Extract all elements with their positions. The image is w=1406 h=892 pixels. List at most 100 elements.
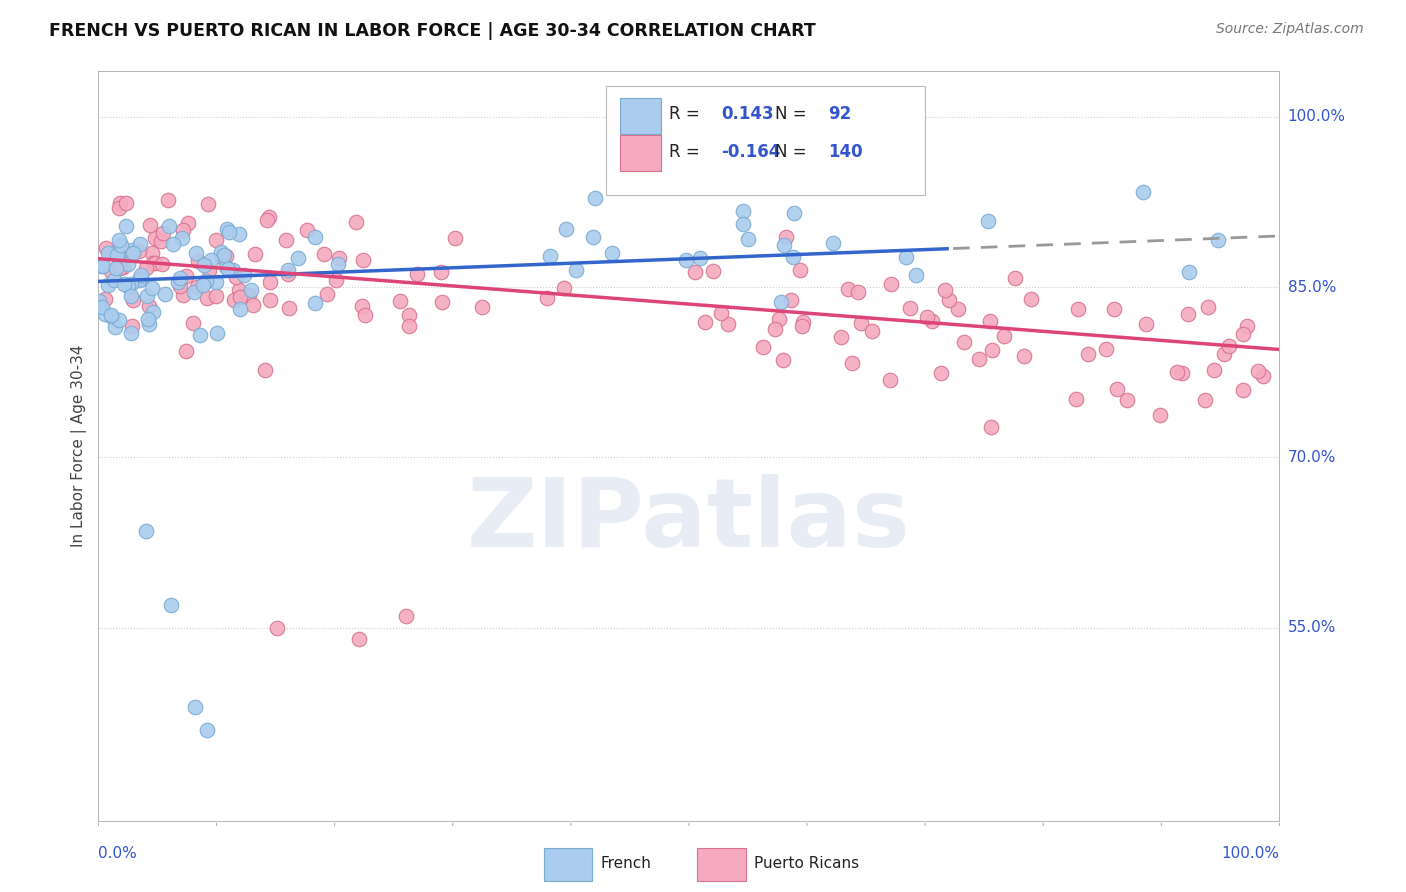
Point xyxy=(1116,392,1139,407)
Point xyxy=(131,268,153,282)
Point xyxy=(693,315,716,329)
Point xyxy=(110,238,132,252)
Point xyxy=(849,316,872,330)
Point xyxy=(921,314,943,328)
Point xyxy=(120,277,142,291)
Point xyxy=(768,312,790,326)
Point xyxy=(1066,301,1088,316)
FancyBboxPatch shape xyxy=(697,847,745,880)
Point xyxy=(97,277,120,292)
Text: 100.0%: 100.0% xyxy=(1222,846,1279,861)
Point xyxy=(565,263,588,277)
Point xyxy=(471,300,494,314)
Point xyxy=(120,289,142,303)
Point xyxy=(1178,265,1201,279)
Point xyxy=(117,279,139,293)
Point xyxy=(142,305,165,319)
Point xyxy=(209,244,232,259)
FancyBboxPatch shape xyxy=(620,135,661,171)
Point xyxy=(108,202,131,216)
Point xyxy=(115,196,138,211)
Point xyxy=(162,237,184,252)
Point xyxy=(138,318,160,332)
Point xyxy=(157,219,180,234)
Point xyxy=(904,268,927,283)
Point xyxy=(136,289,159,303)
Point xyxy=(211,251,233,265)
Point xyxy=(312,247,335,261)
Point xyxy=(395,609,418,624)
Point xyxy=(160,598,183,612)
Point xyxy=(188,328,211,343)
Point xyxy=(979,313,1001,327)
Point xyxy=(737,232,759,246)
Text: R =: R = xyxy=(669,105,704,123)
Point xyxy=(1232,326,1254,341)
Point xyxy=(790,319,813,334)
Point xyxy=(172,231,194,245)
Point xyxy=(555,222,578,236)
Point xyxy=(325,273,347,287)
Point xyxy=(1194,392,1216,407)
Point xyxy=(184,700,207,714)
Point xyxy=(879,373,901,387)
Point xyxy=(782,250,804,264)
Point xyxy=(1218,339,1240,353)
Point xyxy=(229,302,252,317)
Point xyxy=(1135,318,1157,332)
Point xyxy=(103,273,125,287)
Point xyxy=(1076,347,1098,361)
Text: Source: ZipAtlas.com: Source: ZipAtlas.com xyxy=(1216,22,1364,37)
Point xyxy=(191,277,214,292)
Point xyxy=(169,279,191,293)
Point xyxy=(328,251,350,265)
Point xyxy=(274,233,297,247)
Point xyxy=(253,363,276,377)
Text: 55.0%: 55.0% xyxy=(1288,620,1336,635)
Point xyxy=(1197,300,1219,314)
Point xyxy=(152,226,174,240)
Point xyxy=(120,245,142,260)
Point xyxy=(710,306,733,320)
Point xyxy=(792,314,814,328)
Point xyxy=(184,245,207,260)
FancyBboxPatch shape xyxy=(606,87,925,195)
Text: Puerto Ricans: Puerto Ricans xyxy=(754,855,859,871)
Point xyxy=(242,298,264,312)
Point xyxy=(128,273,150,287)
Point xyxy=(316,287,339,301)
Point xyxy=(200,253,222,268)
Text: 92: 92 xyxy=(828,105,852,123)
Point xyxy=(224,293,246,307)
Point xyxy=(583,191,606,205)
Point xyxy=(846,285,869,299)
Point xyxy=(143,230,166,244)
Point xyxy=(157,193,180,207)
Point xyxy=(173,287,195,301)
Point xyxy=(150,257,173,271)
Point xyxy=(295,223,318,237)
Point xyxy=(217,262,239,277)
Point xyxy=(183,285,205,299)
Point xyxy=(287,251,309,265)
Point xyxy=(977,214,1000,228)
Point xyxy=(880,277,903,291)
Text: -0.164: -0.164 xyxy=(721,143,780,161)
Point xyxy=(717,317,740,331)
Point xyxy=(1247,364,1270,378)
Point xyxy=(773,237,796,252)
Point xyxy=(898,301,921,315)
Point xyxy=(215,249,238,263)
Point xyxy=(733,218,755,232)
Point xyxy=(1212,347,1234,361)
Point xyxy=(104,319,127,334)
Point xyxy=(228,283,250,297)
Point xyxy=(91,301,114,315)
Point xyxy=(783,206,806,220)
Point xyxy=(967,351,990,366)
Point xyxy=(675,252,697,267)
Point xyxy=(100,308,122,322)
Point xyxy=(138,218,160,232)
FancyBboxPatch shape xyxy=(544,847,592,880)
Point xyxy=(107,252,129,267)
